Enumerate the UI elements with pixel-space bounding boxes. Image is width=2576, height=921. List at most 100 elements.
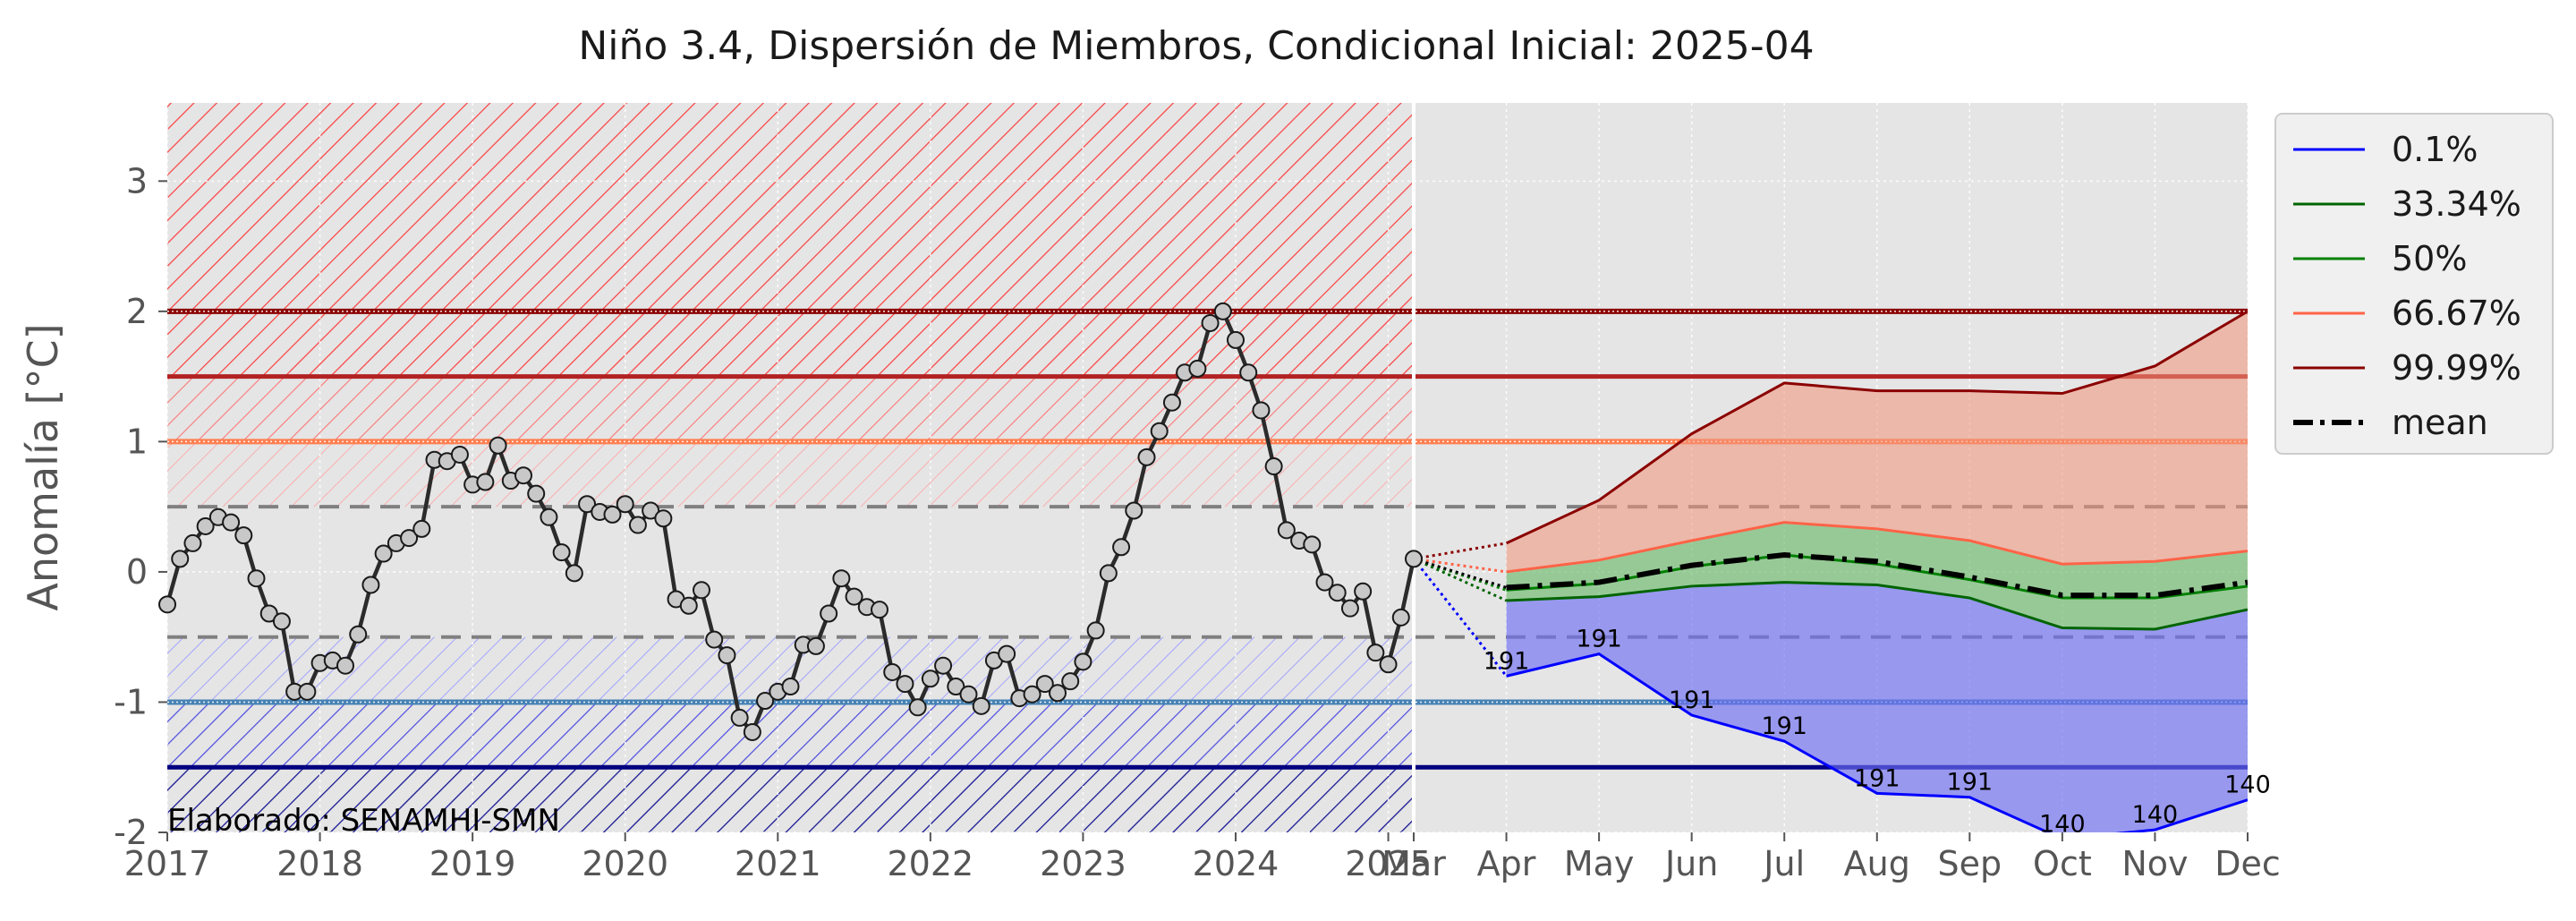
x-tick-label: Sep <box>1938 844 2002 883</box>
observed-point <box>1049 684 1067 703</box>
observed-point <box>705 630 724 649</box>
observed-point <box>565 564 583 583</box>
observed-point <box>1035 675 1054 694</box>
x-tick-label: 2019 <box>429 844 516 883</box>
observed-point <box>476 473 495 491</box>
observed-point <box>1277 521 1296 540</box>
observed-point <box>552 543 571 562</box>
observed-point <box>603 505 622 524</box>
x-tick-label: 2023 <box>1040 844 1126 883</box>
observed-point <box>642 501 660 520</box>
observed-point <box>527 484 546 503</box>
member-count-label: 191 <box>1484 647 1530 675</box>
x-tick-label: Aug <box>1844 844 1910 883</box>
hatch-band <box>167 441 1414 507</box>
y-axis-ticks: -2 -1 0 1 2 3 <box>114 161 167 852</box>
observed-point <box>259 604 278 623</box>
observed-point <box>1227 330 1245 349</box>
percentile-band <box>1506 311 2248 572</box>
observed-point <box>1112 538 1131 557</box>
x-tick-label: Jun <box>1663 844 1718 883</box>
x-tick-label: 2024 <box>1193 844 1279 883</box>
observed-point <box>450 445 469 464</box>
x-tick-label: Nov <box>2121 844 2188 883</box>
observed-point <box>832 569 851 588</box>
observed-point <box>693 581 710 600</box>
observed-point <box>934 656 953 675</box>
observed-point <box>1239 363 1258 382</box>
observed-point <box>998 644 1016 663</box>
enso-hatch-bands <box>167 103 1414 832</box>
observed-point <box>743 722 761 741</box>
observed-point <box>374 544 393 563</box>
observed-point <box>654 509 673 528</box>
observed-point <box>730 708 749 727</box>
credit-annotation: Elaborado: SENAMHI-SMN <box>167 803 560 839</box>
series-line-99.99% <box>1505 310 2248 545</box>
series-line-mean <box>1506 551 2248 599</box>
x-tick-label: Mar <box>1382 844 1446 883</box>
observed-point <box>679 596 698 615</box>
x-tick-label: Oct <box>2033 844 2092 883</box>
observed-point <box>616 495 634 514</box>
observed-point <box>781 678 800 695</box>
legend-label: mean <box>2392 403 2488 442</box>
hatch-band <box>167 376 1414 442</box>
legend: 0.1% 33.34% 50% 66.67% 99.99% mean <box>2274 113 2554 455</box>
x-tick-label: 2018 <box>276 844 363 883</box>
forecast-series-lines <box>1505 310 2248 832</box>
observed-point <box>578 495 597 514</box>
observed-point <box>947 678 965 695</box>
percentile-band <box>1506 582 2248 832</box>
series-line-33.34% <box>1506 581 2248 631</box>
observed-point <box>489 436 507 455</box>
percentile-fills <box>1506 311 2248 832</box>
observed-point <box>1405 550 1423 568</box>
observed-point <box>718 646 736 665</box>
observed-point <box>222 513 241 532</box>
connector-50% <box>1413 557 1508 592</box>
x-tick-label: 2017 <box>124 844 211 883</box>
observed-point <box>1162 393 1181 412</box>
observed-point <box>896 675 914 694</box>
chart-title: Niño 3.4, Dispersión de Miembros, Condic… <box>578 23 1814 69</box>
observed-point <box>1150 422 1169 440</box>
observed-series <box>158 302 1423 741</box>
observed-point <box>1366 644 1385 662</box>
observed-point <box>540 507 558 526</box>
member-count-label: 140 <box>2224 772 2271 799</box>
observed-point <box>514 466 532 485</box>
member-count-label: 191 <box>1947 769 1994 797</box>
observed-point <box>1354 582 1373 601</box>
hatch-band <box>167 767 1414 832</box>
observed-point <box>1074 652 1092 671</box>
observed-point <box>412 519 431 538</box>
member-count-label: 191 <box>1669 686 1715 714</box>
observed-point <box>845 587 863 606</box>
x-tick-label: May <box>1564 844 1635 883</box>
x-tick-label: 2022 <box>887 844 973 883</box>
y-tick-label: -2 <box>114 813 148 852</box>
observed-point <box>1201 313 1220 332</box>
observed-point <box>1391 608 1410 627</box>
observed-point <box>1125 501 1143 520</box>
observed-point <box>1328 584 1347 602</box>
legend-label: 99.99% <box>2392 348 2521 388</box>
legend-label: 50% <box>2392 239 2467 278</box>
x-tick-label: Dec <box>2215 844 2281 883</box>
observed-point <box>1213 302 1232 320</box>
hatch-band <box>167 702 1414 768</box>
observed-point <box>234 526 253 545</box>
x-tick-label: 2021 <box>735 844 821 883</box>
y-tick-label: 1 <box>126 422 148 461</box>
observed-point <box>1303 535 1322 554</box>
observed-point <box>820 604 838 623</box>
observed-point <box>972 696 990 715</box>
observed-point <box>1137 448 1156 466</box>
x-tick-label: 2025 <box>1345 844 1432 883</box>
observed-point <box>628 516 647 534</box>
observed-point <box>196 516 215 535</box>
x-tick-label: 2020 <box>582 844 668 883</box>
observed-point <box>1379 655 1398 674</box>
